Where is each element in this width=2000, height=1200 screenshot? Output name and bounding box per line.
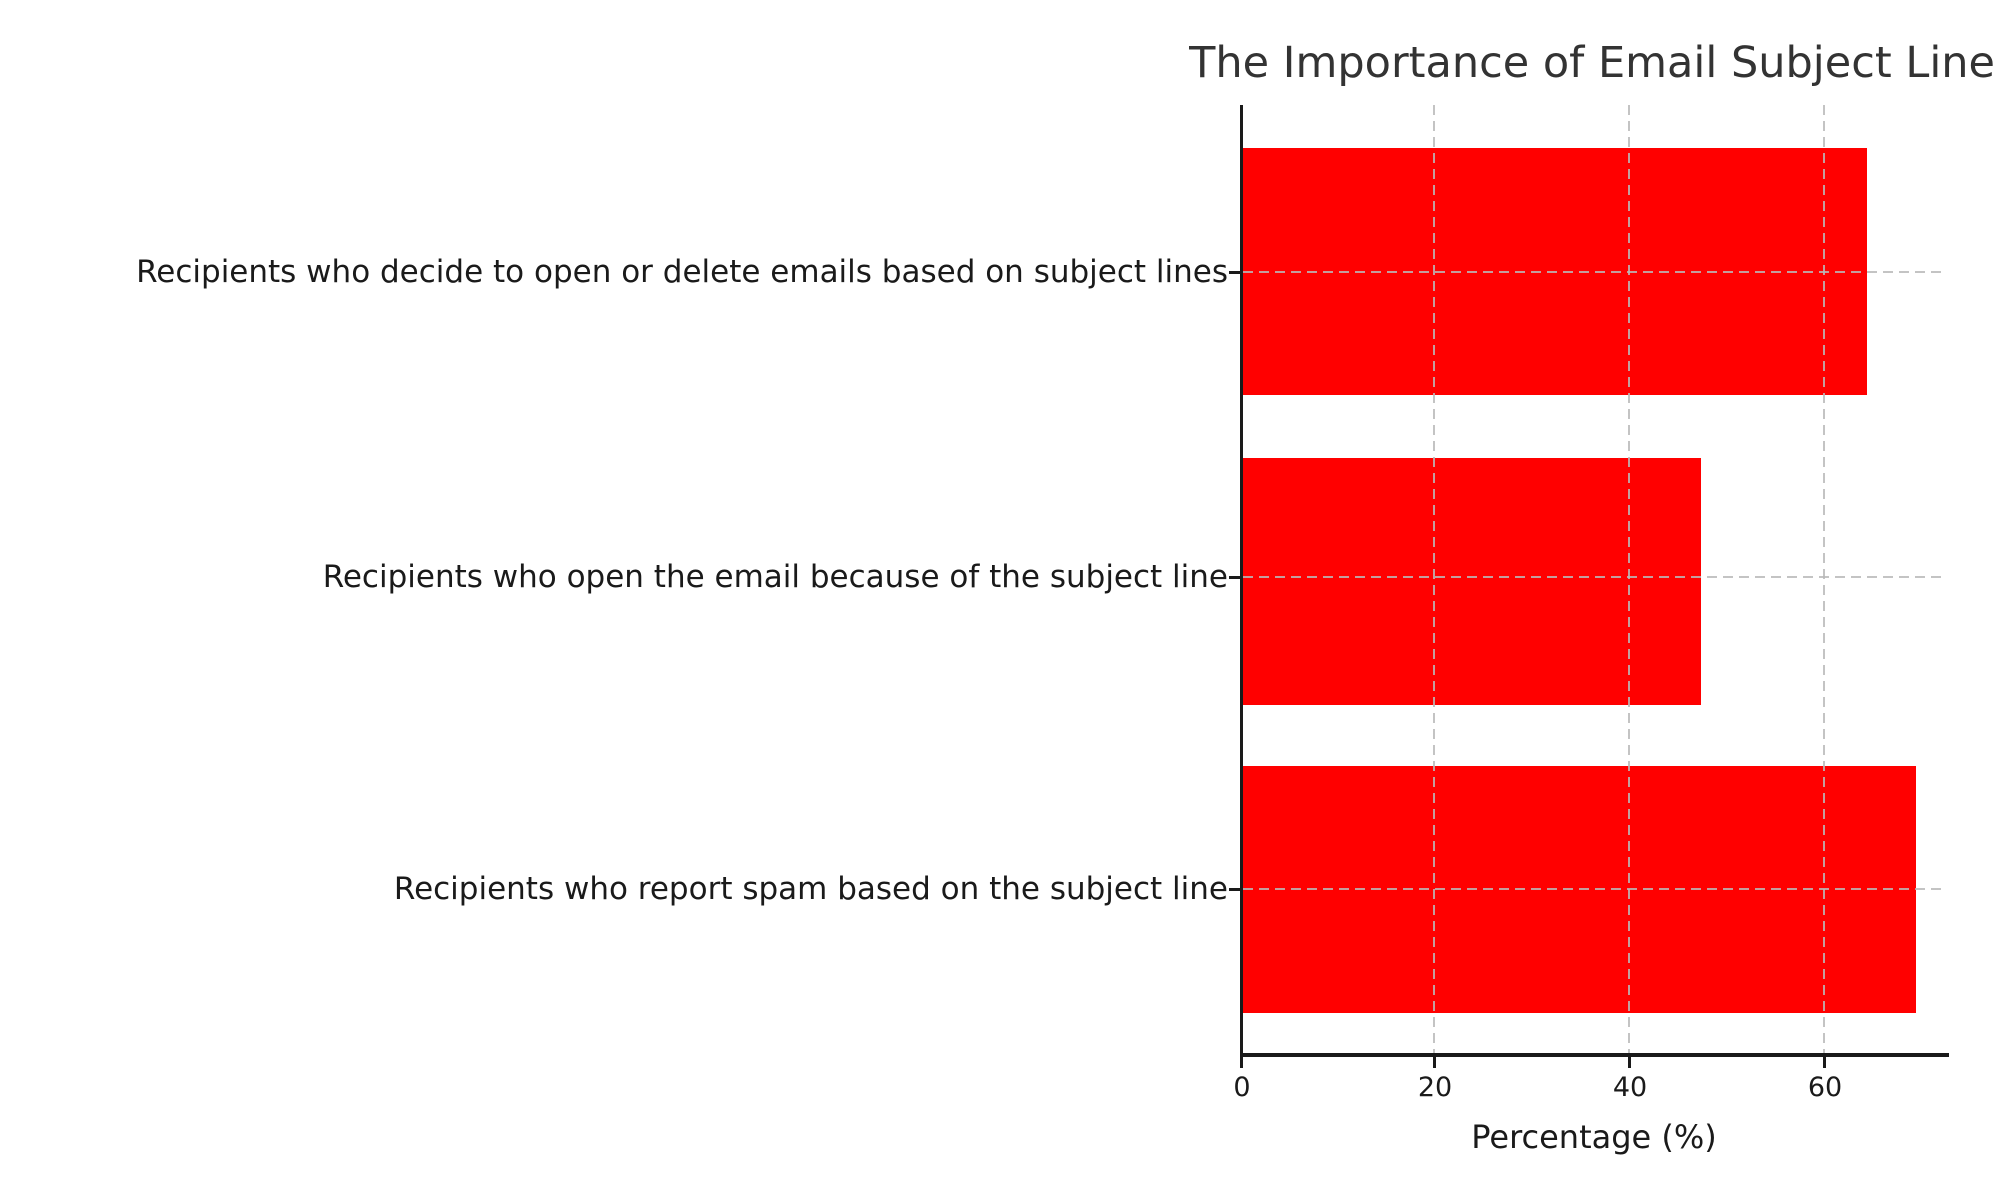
category-label-open-because-subject: Recipients who open the email because of… [322, 559, 1228, 595]
x-tick-mark-20 [1433, 1057, 1436, 1068]
gridline-vertical-60 [1823, 105, 1825, 1053]
gridline-vertical-20 [1433, 105, 1435, 1053]
chart-title: The Importance of Email Subject Line [1189, 38, 1995, 88]
gridline-horizontal-row1 [1243, 271, 1946, 273]
x-tick-label-60: 60 [1807, 1072, 1843, 1103]
category-label-report-spam: Recipients who report spam based on the … [393, 871, 1228, 907]
y-tick-mark-row3 [1229, 888, 1240, 891]
x-tick-label-40: 40 [1612, 1072, 1648, 1103]
x-tick-mark-60 [1823, 1057, 1826, 1068]
x-axis-spine [1240, 1053, 1949, 1057]
gridline-vertical-40 [1628, 105, 1630, 1053]
x-tick-label-20: 20 [1417, 1072, 1453, 1103]
x-tick-mark-0 [1240, 1057, 1243, 1068]
x-tick-label-0: 0 [1233, 1072, 1251, 1103]
y-tick-mark-row2 [1229, 576, 1240, 579]
gridline-horizontal-row2 [1243, 576, 1946, 578]
category-label-decide-open-delete: Recipients who decide to open or delete … [136, 254, 1228, 290]
y-axis-spine [1240, 105, 1243, 1057]
y-tick-mark-row1 [1229, 271, 1240, 274]
gridline-horizontal-row3 [1243, 888, 1946, 890]
x-axis-label: Percentage (%) [1471, 1118, 1717, 1156]
bar-open-because-subject [1243, 458, 1701, 705]
x-tick-mark-40 [1628, 1057, 1631, 1068]
